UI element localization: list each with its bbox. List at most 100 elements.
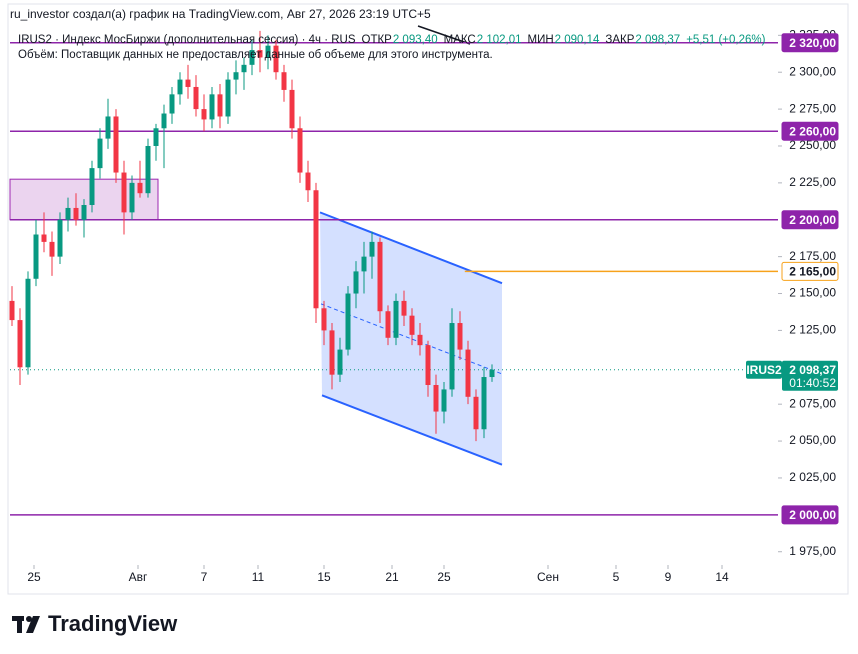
candle-body	[337, 349, 343, 375]
candle-body	[313, 190, 319, 309]
y-tick-label: 2 125,00	[789, 323, 836, 337]
candle-body	[249, 50, 255, 65]
channel-fill	[320, 212, 502, 465]
candle-body	[457, 323, 463, 350]
candle-body	[481, 377, 487, 430]
candle-body	[65, 207, 71, 220]
x-tick-label: Сен	[537, 570, 559, 584]
candle-body	[257, 50, 263, 58]
legend-label: МИН	[527, 34, 554, 46]
y-tick-label: 2 300,00	[789, 64, 836, 78]
x-tick-label: 25	[437, 570, 451, 584]
legend-label: ОТКР	[361, 34, 392, 46]
frame	[7, 3, 849, 595]
x-tick-label: 7	[201, 570, 208, 584]
x-tick-label: 5	[613, 570, 620, 584]
candle-body	[489, 369, 495, 378]
level-label: 2 000,00	[789, 508, 836, 522]
candle-body	[121, 172, 127, 213]
candle-body	[353, 271, 359, 294]
candle-body	[297, 128, 303, 173]
x-tick-label: 9	[665, 570, 672, 584]
candle-body	[33, 234, 39, 279]
candle-body	[97, 138, 103, 169]
x-tick-label: 25	[27, 570, 41, 584]
candle-body	[9, 300, 15, 321]
candle-body	[81, 205, 87, 220]
candle-body	[225, 79, 231, 117]
last-price-label: 2 098,37	[789, 363, 836, 377]
last-price-box	[782, 360, 838, 391]
x-tick-label: 21	[385, 570, 399, 584]
candle-body	[409, 315, 415, 335]
level-label-box	[781, 210, 839, 230]
candle-body	[209, 94, 215, 120]
candle-body	[273, 45, 279, 73]
candle-body	[305, 172, 311, 191]
level-label: 2 260,00	[789, 124, 836, 138]
x-tick-label: 14	[715, 570, 729, 584]
countdown-label: 01:40:52	[789, 376, 836, 390]
candle-body	[17, 320, 23, 368]
candle-body	[377, 241, 383, 312]
candle-body	[361, 256, 367, 272]
y-tick-label: 2 075,00	[789, 396, 836, 410]
candle-body	[369, 241, 375, 257]
attribution: ru_investor создал(а) график на TradingV…	[10, 7, 431, 21]
level-label: 2 200,00	[789, 213, 836, 227]
level-label: 2 320,00	[789, 36, 836, 50]
candle-body	[385, 311, 391, 338]
channel-line	[321, 394, 503, 466]
candle-body	[177, 79, 183, 95]
candle-body	[105, 116, 111, 139]
level-label-box	[781, 261, 839, 281]
candle-body	[473, 396, 479, 430]
level-label: 2 165,00	[789, 265, 836, 279]
legend-label: МАКС	[443, 34, 476, 46]
y-tick-label: 1 975,00	[789, 544, 836, 558]
volume-note: Объём: Поставщик данных не предоставляет…	[18, 49, 493, 61]
candle-body	[41, 234, 47, 242]
candle-body	[153, 128, 159, 146]
candle-body	[241, 64, 247, 73]
level-label-box	[781, 505, 839, 525]
candle-body	[417, 334, 423, 346]
legend-label: ЗАКР	[605, 34, 635, 46]
x-tick-label: 15	[317, 570, 331, 584]
candle-body	[321, 308, 327, 331]
annotation-line	[417, 25, 471, 45]
candle-body	[169, 94, 175, 114]
candle-body	[89, 168, 95, 205]
logo-icon	[12, 616, 40, 633]
candle-body	[329, 330, 335, 375]
symbol-box	[746, 360, 782, 379]
candle-body	[73, 207, 79, 220]
candle-body	[25, 278, 31, 368]
candle-body	[137, 182, 143, 194]
candle-body	[129, 182, 135, 213]
candle-body	[433, 385, 439, 412]
y-tick-label: 2 250,00	[789, 138, 836, 152]
candle-body	[425, 345, 431, 385]
y-tick-label: 2 175,00	[789, 249, 836, 263]
candle-body	[281, 72, 287, 90]
y-tick-label: 2 050,00	[789, 433, 836, 447]
y-tick-label: 2 150,00	[789, 286, 836, 300]
legend: IRUS2 · Индекс МосБиржи (дополнительная …	[18, 34, 771, 61]
legend-row: IRUS2 · Индекс МосБиржи (дополнительная …	[18, 34, 771, 46]
candle-body	[49, 241, 55, 257]
level-label-box	[781, 121, 839, 141]
legend-value: 2 093,40	[392, 34, 438, 46]
candle-body	[193, 86, 199, 110]
candle-body	[57, 219, 63, 257]
symbol-label: IRUS2	[746, 363, 782, 377]
legend-value: 2 098,37	[635, 34, 681, 46]
level-label-box	[781, 33, 839, 53]
legend-change: +5,51 (+0,26%)	[686, 34, 766, 46]
candle-body	[201, 109, 207, 120]
candle-body	[217, 94, 223, 117]
candle-body	[345, 293, 351, 350]
candle-body	[393, 300, 399, 338]
